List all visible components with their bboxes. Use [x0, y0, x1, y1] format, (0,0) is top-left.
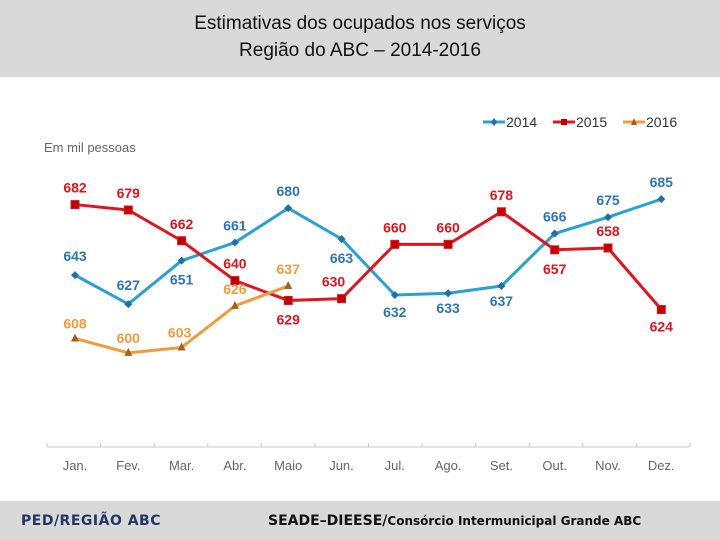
marker-2014	[230, 238, 239, 247]
data-label-2014: 651	[170, 272, 194, 288]
data-label-2015: 679	[117, 185, 141, 201]
marker-2014	[284, 204, 293, 213]
marker-2015	[656, 305, 666, 314]
marker-2016	[71, 333, 79, 342]
x-tick-label: Ago.	[435, 458, 462, 473]
marker-2014	[337, 234, 346, 243]
marker-2015	[550, 245, 560, 255]
series-line-2015	[74, 203, 663, 311]
data-label-2014: 643	[63, 248, 87, 264]
legend-label-2016: 2016	[646, 114, 677, 130]
data-label-2014: 680	[277, 183, 301, 199]
data-label-2016: 608	[63, 315, 87, 331]
marker-2015	[443, 239, 453, 249]
data-label-2016: 600	[117, 330, 141, 346]
footer-source-right: SEADE–DIEESE/Consórcio Intermunicipal Gr…	[268, 513, 641, 529]
marker-2014	[444, 289, 453, 298]
data-labels: 643 627 651 661 680 663 632 633 637 666 675 685 682 6…	[63, 174, 673, 346]
legend-label-2014: 2014	[506, 114, 537, 130]
x-tick-label: Mar.	[169, 458, 194, 473]
data-label-2014: 637	[490, 293, 514, 309]
data-label-2014: 627	[117, 277, 141, 293]
data-label-2015: 624	[650, 319, 674, 335]
marker-2015	[70, 200, 80, 210]
marker-2014	[390, 291, 399, 300]
marker-2015	[337, 294, 346, 304]
x-tick-label: Jul.	[385, 458, 405, 473]
marker-2014	[177, 256, 186, 265]
x-tick-label: Maio	[274, 458, 302, 473]
data-label-2014: 675	[596, 192, 620, 208]
marker-2014	[604, 213, 612, 222]
series-lines	[74, 197, 663, 355]
marker-2015	[603, 243, 613, 253]
data-label-2016: 603	[168, 324, 192, 340]
x-tick-label: Jan.	[63, 458, 88, 473]
data-label-2016: 626	[223, 281, 247, 297]
x-tick-label: Dez.	[648, 458, 675, 473]
marker-2016	[124, 347, 133, 356]
x-tick-label: Set.	[490, 458, 513, 473]
data-label-2015: 682	[63, 180, 87, 196]
chart-title-line1: Estimativas dos ocupados nos serviços	[194, 13, 526, 34]
data-label-2015: 640	[223, 256, 247, 272]
data-label-2015: 660	[436, 219, 460, 235]
data-label-2016: 637	[277, 261, 301, 277]
marker-2015	[230, 276, 240, 286]
legend-marker-2015	[561, 119, 567, 125]
x-tick-label: Abr.	[223, 458, 246, 473]
slide-header: Estimativas dos ocupados nos serviços Re…	[0, 0, 720, 77]
data-label-2014: 632	[383, 304, 407, 320]
series-markers	[70, 195, 666, 356]
footer-source-left: PED/REGIÃO ABC	[21, 513, 161, 529]
marker-2016	[177, 342, 186, 351]
data-label-2014: 661	[223, 218, 247, 234]
line-chart: Em mil pessoas 2014 2015 2016 Jan. Fev. Mar.…	[44, 114, 691, 473]
data-label-2014: 633	[436, 300, 460, 316]
data-label-2015: 657	[543, 261, 567, 277]
data-label-2015: 629	[277, 311, 301, 327]
x-tick-label: Jun.	[329, 458, 354, 473]
data-label-2015: 660	[383, 219, 407, 235]
y-axis-unit-label: Em mil pessoas	[44, 140, 136, 155]
marker-2015	[123, 205, 133, 215]
x-axis: Jan. Fev. Mar. Abr. Maio Jun. Jul. Ago. Set. Out.…	[46, 443, 691, 473]
marker-2016	[230, 300, 239, 309]
marker-2014	[550, 229, 559, 238]
data-label-2015: 658	[596, 223, 620, 239]
series-line-2014	[74, 197, 662, 306]
legend: 2014 2015 2016	[483, 114, 677, 130]
x-tick-label: Fev.	[116, 458, 140, 473]
marker-2014	[124, 300, 133, 309]
marker-2015	[390, 239, 400, 249]
chart-title-line2: Região do ABC – 2014-2016	[239, 40, 481, 61]
data-label-2014: 663	[330, 250, 354, 266]
footer-source-normal: Consórcio Intermunicipal Grande ABC	[387, 514, 642, 528]
slide-footer: PED/REGIÃO ABC SEADE–DIEESE/Consórcio In…	[0, 501, 720, 540]
legend-marker-2014	[491, 118, 497, 126]
marker-2016	[284, 280, 293, 289]
legend-marker-2016	[631, 118, 637, 125]
marker-2014	[657, 195, 666, 204]
x-tick-label: Nov.	[595, 458, 621, 473]
marker-2015	[283, 295, 293, 305]
x-tick-label: Out.	[542, 458, 567, 473]
marker-2014	[497, 281, 506, 290]
data-label-2014: 685	[650, 174, 674, 190]
data-label-2014: 666	[543, 209, 567, 225]
data-label-2015: 630	[322, 274, 346, 290]
marker-2014	[71, 271, 79, 280]
data-label-2015: 662	[170, 216, 194, 232]
marker-2015	[177, 236, 187, 246]
data-label-2015: 678	[490, 187, 514, 203]
legend-label-2015: 2015	[576, 114, 607, 130]
marker-2015	[496, 207, 506, 217]
footer-source-bold: SEADE–DIEESE/	[268, 513, 388, 529]
